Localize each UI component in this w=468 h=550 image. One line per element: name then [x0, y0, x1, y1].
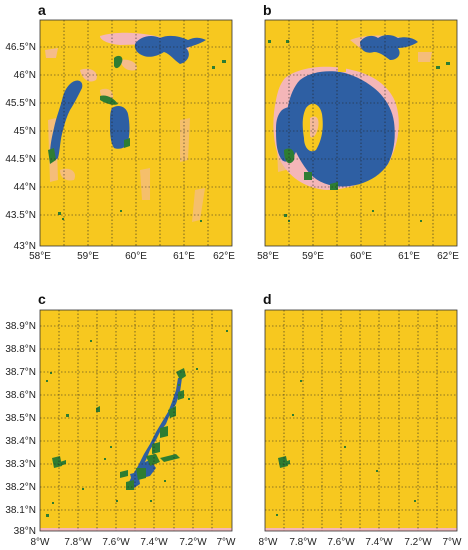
panel-c-x-axis: 8°W 7.8°W 7.6°W 7.4°W 7.2°W 7°W [31, 537, 237, 548]
panel-d-frame [264, 309, 458, 532]
panel-d-x-tick: 7.4°W [365, 537, 393, 548]
panel-c-frame [39, 309, 233, 532]
panel-a-y-tick: 46.5°N [5, 42, 36, 53]
panel-b-north-sea-water [360, 35, 418, 60]
panel-b-x-tick: 60°E [350, 251, 372, 262]
panel-d-bottom-edge [265, 528, 457, 531]
map-panel-c: c [5, 291, 236, 548]
panel-a-x-tick: 62°E [213, 251, 235, 262]
panel-c-x-tick: 8°W [31, 537, 51, 548]
panel-c-y-tick: 38.6°N [5, 390, 36, 401]
panel-d-vegetation [276, 380, 416, 516]
panel-a-west-lobe-water [50, 80, 83, 161]
panel-a-vegetation [48, 55, 226, 222]
panel-a-frame [39, 19, 233, 247]
panel-a-letter: a [38, 2, 46, 18]
panel-d-x-tick: 7°W [443, 537, 463, 548]
map-panel-a: a [5, 2, 235, 262]
panel-c-y-tick: 38.1°N [5, 505, 36, 516]
panel-b-x-tick: 59°E [302, 251, 324, 262]
panel-c-x-tick: 7.4°W [140, 537, 168, 548]
panel-b-x-tick: 62°E [437, 251, 459, 262]
panel-b-x-tick: 61°E [398, 251, 420, 262]
panel-c-y-tick: 38.9°N [5, 321, 36, 332]
panel-c-land [40, 310, 232, 531]
panel-b-grid [265, 20, 457, 246]
panel-c-y-tick: 38.3°N [5, 459, 36, 470]
panel-b-x-tick: 58°E [257, 251, 279, 262]
panel-c-y-tick: 38.4°N [5, 436, 36, 447]
panel-c-x-tick: 7.2°W [179, 537, 207, 548]
panel-d-x-tick: 7.8°W [289, 537, 317, 548]
panel-d-x-tick: 7.2°W [404, 537, 432, 548]
panel-a-east-lobe-water [110, 106, 130, 149]
panel-c-y-axis: 38.9°N 38.8°N 38.7°N 38.6°N 38.5°N 38.4°… [5, 321, 36, 537]
panel-a-water [50, 35, 206, 161]
panel-a-y-tick: 46°N [14, 70, 36, 81]
panel-d-x-axis: 8°W 7.8°W 7.6°W 7.4°W 7.2°W 7°W [259, 537, 463, 548]
panel-c-letter: c [38, 291, 46, 307]
map-panel-d: d [259, 291, 463, 548]
panel-c-x-tick: 7.6°W [102, 537, 130, 548]
panel-b-frame [264, 19, 458, 247]
panel-c-y-tick: 38°N [14, 526, 36, 537]
panel-a-x-tick: 58°E [29, 251, 51, 262]
panel-c-y-tick: 38.7°N [5, 367, 36, 378]
panel-a-y-tick: 43°N [14, 241, 36, 252]
panel-a-north-sea-water [134, 35, 206, 64]
panel-a-y-axis: 46.5°N 46°N 45.5°N 45°N 44.5°N 44°N 43.5… [5, 42, 36, 252]
panel-d-letter: d [263, 291, 272, 307]
panel-d-x-tick: 7.6°W [327, 537, 355, 548]
panel-b-water [276, 35, 418, 187]
panel-a-grid [40, 20, 232, 246]
panel-c-y-tick: 38.8°N [5, 344, 36, 355]
panel-c-x-tick: 7.8°W [64, 537, 92, 548]
panel-b-x-axis: 58°E 59°E 60°E 61°E 62°E [257, 251, 459, 262]
panel-d-x-tick: 8°W [259, 537, 279, 548]
panel-a-y-tick: 45.5°N [5, 98, 36, 109]
panel-a-x-axis: 58°E 59°E 60°E 61°E 62°E [29, 251, 235, 262]
panel-d-grid [265, 310, 457, 531]
panel-a-y-tick: 44.5°N [5, 154, 36, 165]
map-panel-b: b [257, 2, 459, 262]
panel-d-land [265, 310, 457, 531]
panel-a-x-tick: 61°E [173, 251, 195, 262]
panel-b-island-edges [310, 116, 319, 138]
panel-a-y-tick: 44°N [14, 182, 36, 193]
panel-b-vegetation [268, 40, 450, 222]
panel-c-grid [40, 310, 232, 531]
panel-a-x-tick: 60°E [125, 251, 147, 262]
panel-c-bottom-edge [40, 528, 232, 531]
panel-a-x-tick: 59°E [77, 251, 99, 262]
panel-b-letter: b [263, 2, 272, 18]
panel-c-y-tick: 38.5°N [5, 413, 36, 424]
panel-b-main-water [287, 71, 395, 187]
panel-c-y-tick: 38.2°N [5, 482, 36, 493]
panel-c-x-tick: 7°W [217, 537, 237, 548]
panel-a-y-tick: 45°N [14, 126, 36, 137]
panel-a-y-tick: 43.5°N [5, 210, 36, 221]
panel-c-reservoir-water [128, 378, 182, 486]
